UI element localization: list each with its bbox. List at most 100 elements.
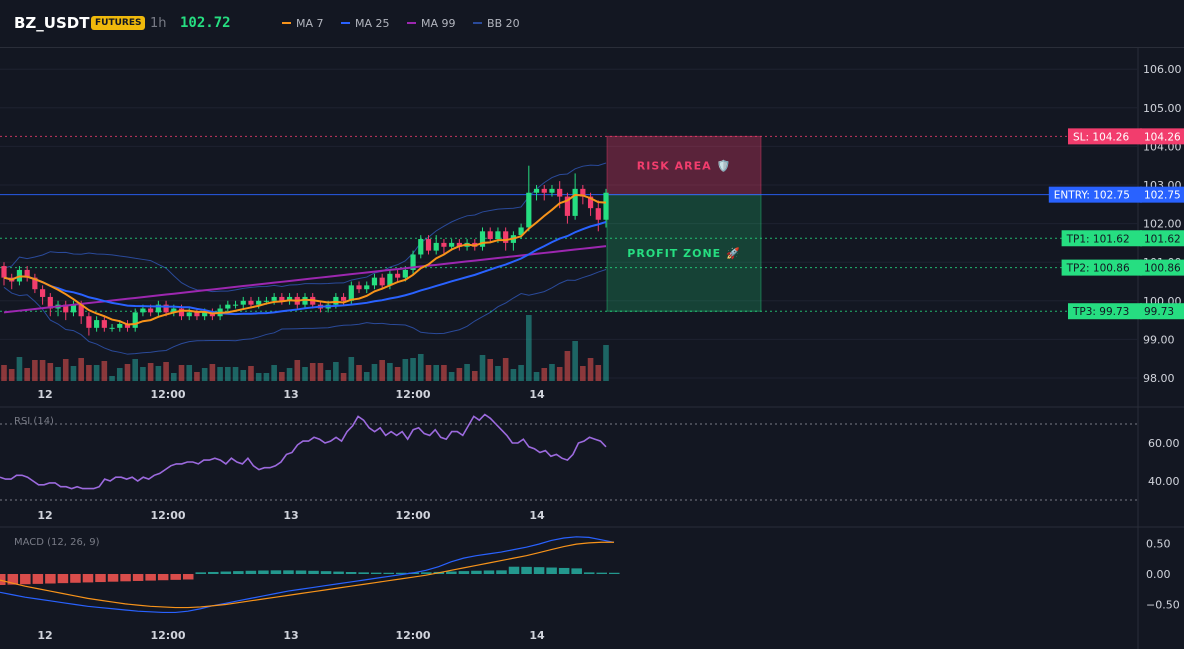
trade-levels [0, 135, 1138, 312]
macd-histogram-bar [283, 570, 294, 574]
candle-body [101, 320, 107, 328]
volume-bar [441, 365, 447, 381]
volume-bar [155, 366, 162, 381]
legend-ma25-label: MA 25 [355, 17, 390, 30]
time-tick-label: 14 [529, 388, 545, 401]
macd-histogram-bar [295, 570, 307, 574]
macd-histogram-bar [583, 572, 595, 574]
macd-histogram-bar [120, 574, 131, 582]
candle-body [418, 239, 424, 255]
legend-ma7-label: MA 7 [296, 17, 324, 30]
symbol-name[interactable]: BZ_USDT [14, 14, 90, 32]
macd-histogram-bar [458, 571, 470, 574]
candle-body [271, 296, 277, 301]
ma99-swatch-icon [407, 22, 417, 24]
macd-panel: MACD (12, 26, 9) 0.50 0.00 −0.50 [0, 536, 1180, 614]
volume-bar [279, 372, 285, 381]
volume-bar [101, 361, 108, 381]
volume-bar [317, 363, 324, 381]
interval-selector[interactable]: 1h [150, 16, 167, 31]
candle-body [356, 285, 362, 290]
macd-histogram-bar [145, 574, 156, 581]
volume-bar [417, 354, 424, 381]
level-axis-text: 102.75 [1144, 190, 1181, 202]
volume-bar [464, 364, 470, 381]
macd-histogram-bar [82, 574, 94, 583]
profit-zone-label: PROFIT ZONE 🚀 [627, 247, 740, 260]
candle-body [379, 277, 385, 286]
volume-bar [526, 315, 532, 381]
legend-ma99[interactable]: MA 99 [407, 17, 456, 30]
macd-histogram-bar [596, 572, 607, 574]
macd-histogram-bar [496, 570, 507, 574]
macd-histogram-bar [0, 574, 6, 585]
volume-bar [294, 360, 301, 381]
candle-body [348, 285, 354, 301]
volume-bar [232, 367, 239, 381]
level-tag-text: ENTRY: 102.75 [1054, 190, 1130, 202]
macd-histogram-bar [546, 567, 557, 574]
volume-bar [580, 366, 586, 381]
level-tag-text: TP1: 101.62 [1066, 233, 1130, 245]
volume-bar [587, 358, 594, 381]
legend-ma99-label: MA 99 [421, 17, 456, 30]
candle-body [495, 231, 501, 240]
volume-bar [62, 359, 69, 381]
volume-bar [1, 365, 7, 381]
volume-bar [39, 360, 46, 381]
volume-bar [356, 365, 362, 381]
candle-body [94, 320, 100, 328]
volume-bar [24, 368, 30, 381]
level-tag-tp2 [1061, 259, 1142, 276]
candle-body [39, 289, 46, 297]
time-tick-label: 12 [37, 388, 52, 401]
level-tags: SL: 104.26 104.26 ENTRY: 102.75 102.75 TP1: … [1048, 128, 1184, 320]
candle-body [541, 188, 547, 193]
volume-bar [170, 373, 177, 381]
macd-histogram-bar [182, 574, 194, 580]
candle-body [47, 296, 53, 309]
legend-bb20-label: BB 20 [487, 17, 520, 30]
volume-bar [240, 370, 247, 381]
bollinger-bands [3, 162, 607, 355]
legend-ma25[interactable]: MA 25 [341, 17, 390, 30]
macd-histogram-bar [345, 572, 357, 574]
candle-body [163, 304, 169, 313]
candle-body [279, 296, 285, 301]
candle-body [449, 242, 455, 247]
legend-bb20[interactable]: BB 20 [473, 17, 520, 30]
candle-body [456, 242, 462, 247]
volume-bar [93, 365, 100, 381]
volume-bar [433, 365, 440, 381]
volume-bar [402, 359, 409, 381]
candle-body [333, 296, 339, 305]
legend-ma7[interactable]: MA 7 [282, 17, 324, 30]
rsi-label: RSI (14) [14, 416, 54, 427]
rsi-tick-label: 40.00 [1148, 475, 1180, 488]
level-tag-tp1 [1061, 230, 1142, 247]
volume-bar [363, 372, 370, 381]
volume-bar [309, 363, 316, 381]
level-tag-entry [1048, 186, 1142, 203]
macd-histogram-bar [320, 571, 332, 574]
macd-label: MACD (12, 26, 9) [14, 537, 100, 548]
macd-histogram-bar [157, 574, 169, 581]
macd-histogram-bar [471, 570, 482, 574]
level-tag-tp3 [1068, 303, 1142, 320]
candle-body [526, 192, 532, 228]
ma7-swatch-icon [282, 22, 291, 24]
macd-histogram-bar [383, 572, 394, 574]
volume-bar [348, 357, 355, 381]
candle-body [124, 323, 131, 328]
bb-upper-line [3, 162, 607, 293]
volume-bar [109, 376, 115, 381]
volume-bar [556, 367, 563, 381]
volume-bar [379, 360, 385, 381]
candle-body [1, 266, 7, 278]
macd-signal-line [0, 541, 614, 609]
volume-bar [471, 371, 478, 381]
macd-histogram-bar [258, 570, 269, 574]
candle-body [148, 308, 154, 313]
candle-body [587, 196, 594, 209]
